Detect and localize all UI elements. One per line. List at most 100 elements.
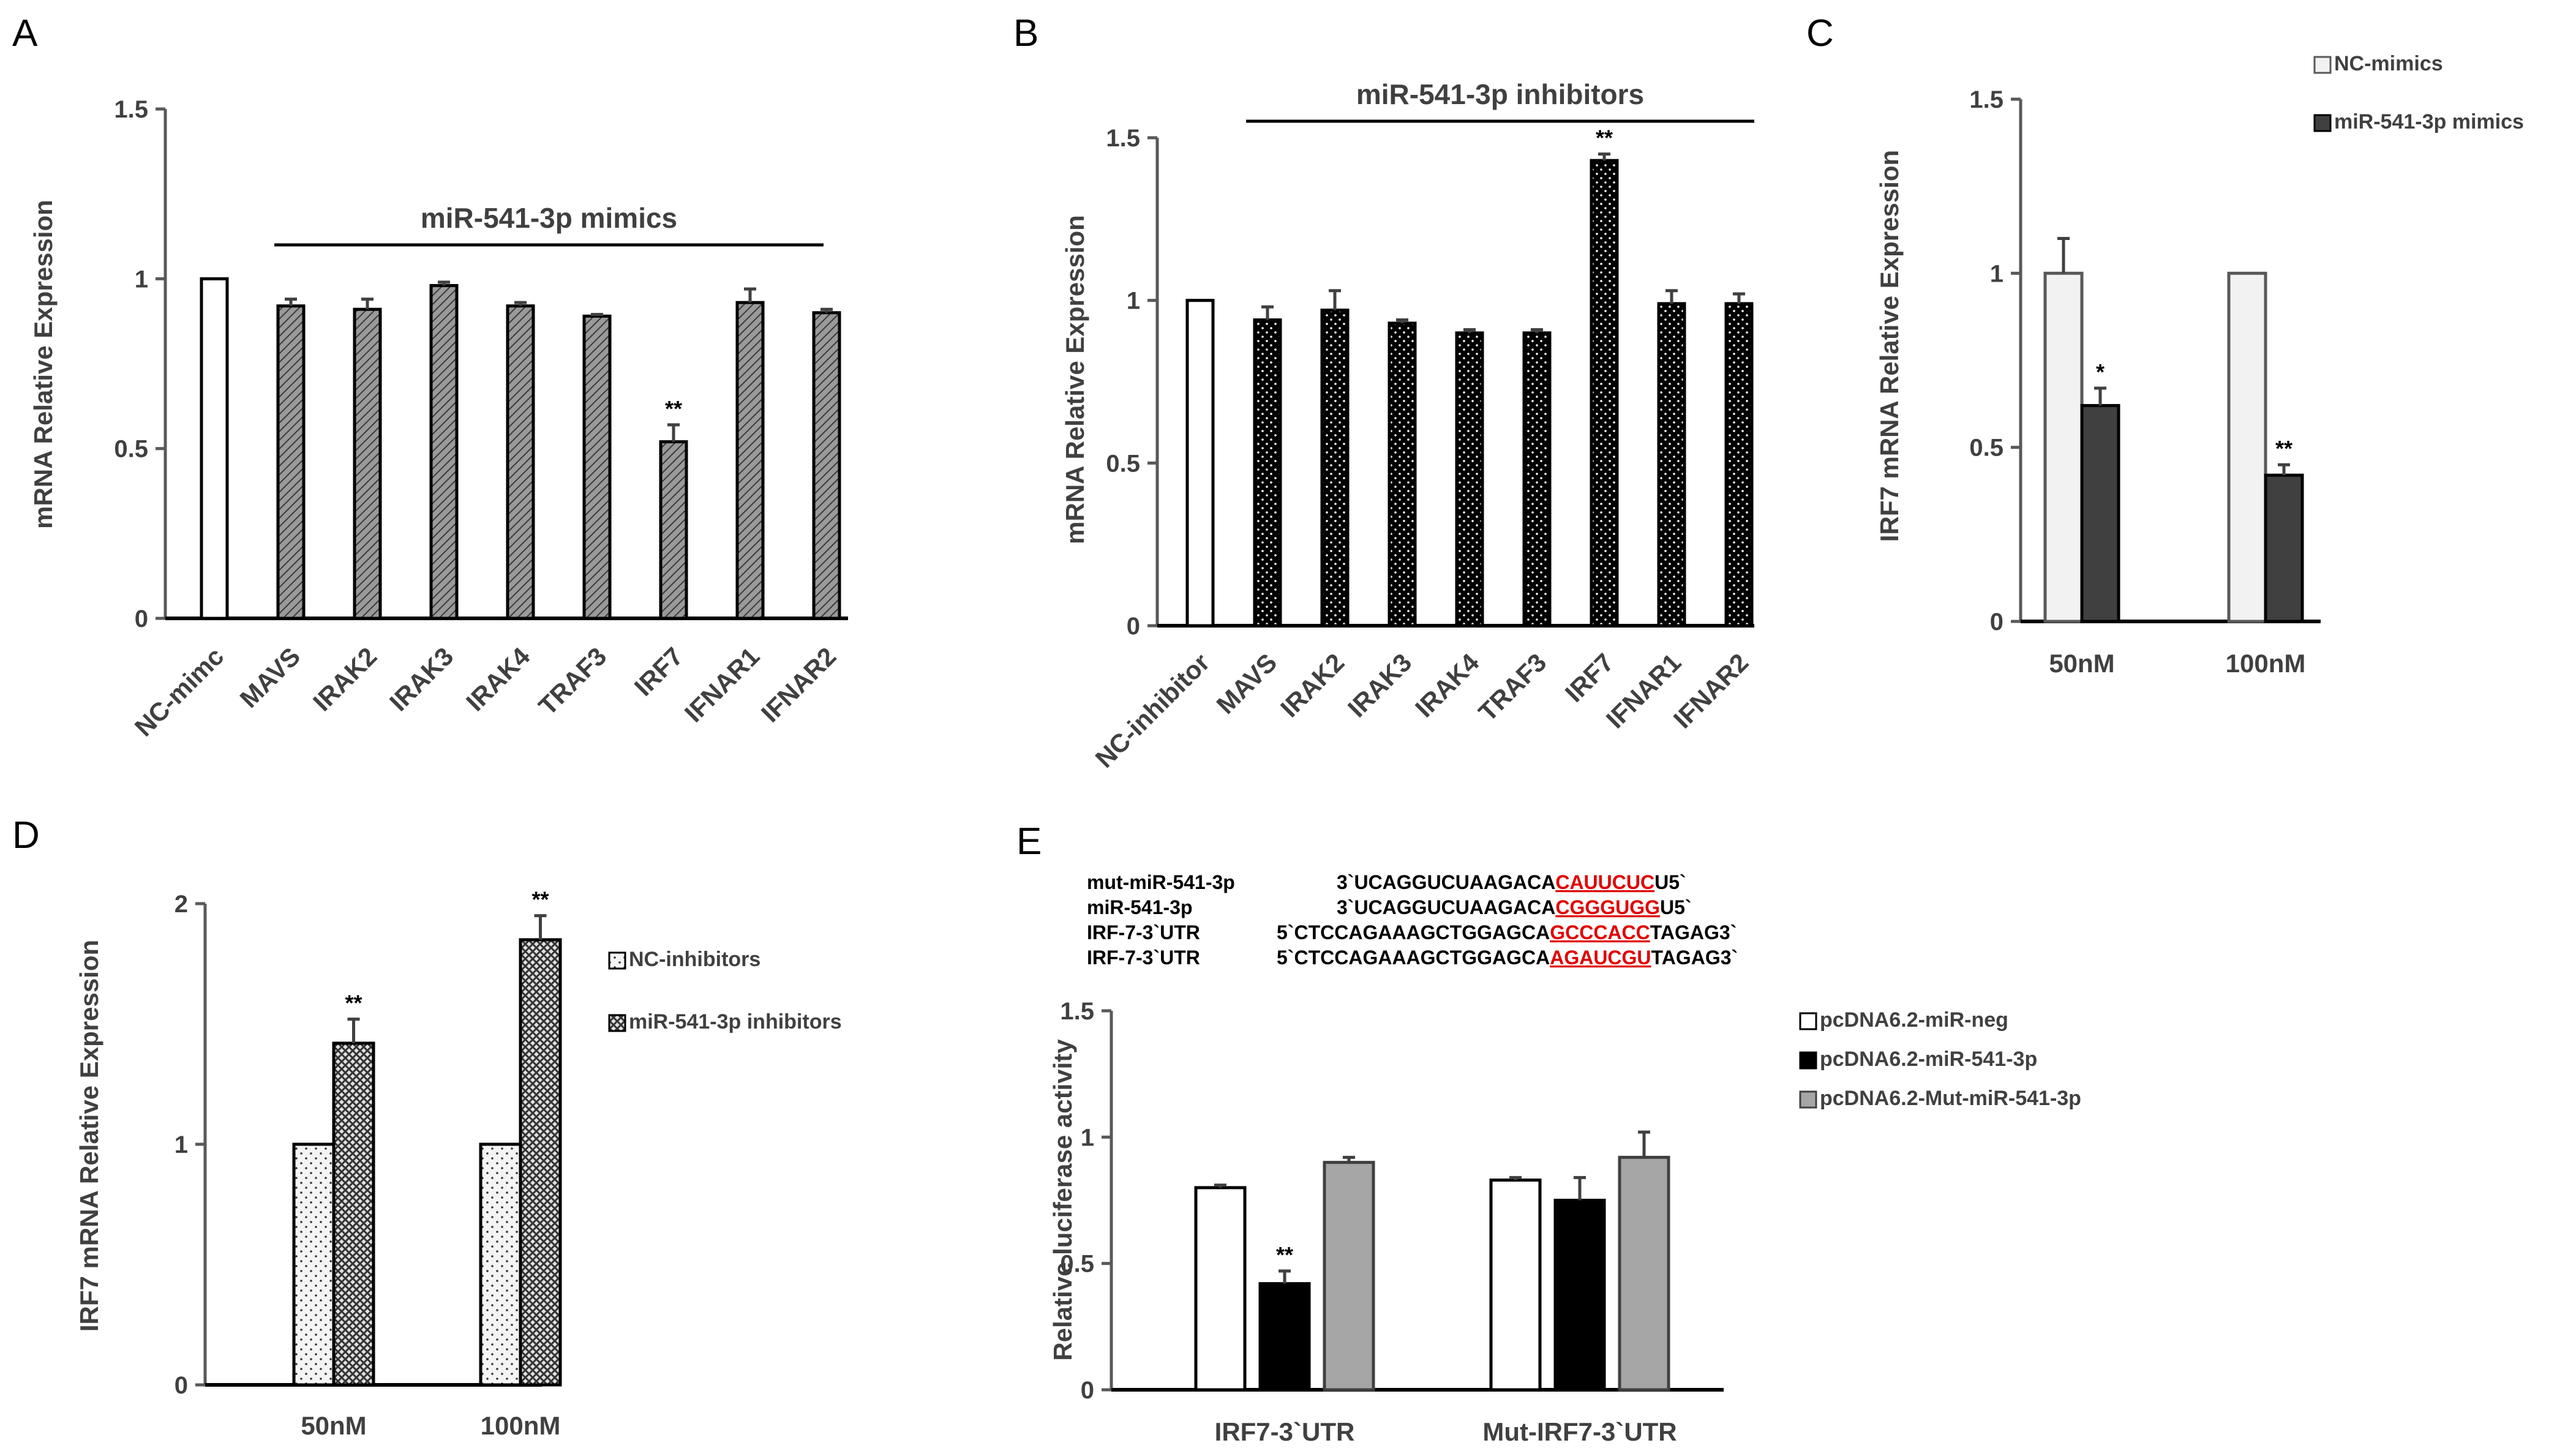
- sequence-name: mut-miR-541-3p: [1087, 871, 1235, 893]
- sequence-prefix: 3`UCAGGUCUAAGACA: [1337, 896, 1555, 918]
- sequence-name: miR-541-3p: [1087, 896, 1193, 918]
- significance-label: **: [2275, 436, 2292, 461]
- category-label: NC-inhibitor: [1090, 648, 1215, 773]
- legend-swatch: [1799, 1051, 1817, 1070]
- category-label: IRAK2: [1275, 648, 1350, 722]
- panel-c: 0 0.5 1 1.5 IRF7 mRNA Relative Expression * 50…: [1875, 52, 2524, 678]
- bar: [1618, 1155, 1670, 1392]
- category-label: IFNAR2: [1668, 648, 1754, 733]
- significance-label: **: [1276, 1242, 1293, 1267]
- sequence-highlight: GCCCACC: [1550, 921, 1650, 943]
- legend-label: NC-inhibitors: [629, 948, 760, 971]
- legend-swatch: [2313, 56, 2332, 74]
- category-label: MAVS: [235, 642, 306, 713]
- bar: [332, 1041, 375, 1387]
- y-tick-label: 1.5: [114, 96, 148, 123]
- significance-label: **: [345, 991, 362, 1016]
- y-tick-label: 0.5: [114, 436, 148, 463]
- category-label: 100nM: [2226, 649, 2306, 678]
- panel-label-b: B: [1013, 12, 1038, 54]
- panel-e: 0 0.5 1 1.5 Relative luciferase activity ** IR…: [1048, 998, 2081, 1446]
- bar: [735, 301, 765, 620]
- panel-label-c: C: [1806, 12, 1834, 54]
- y-tick-label: 1: [135, 266, 148, 293]
- bracket-label: miR-541-3p mimics: [421, 202, 677, 234]
- y-axis-label: Relative luciferase activity: [1048, 1039, 1077, 1361]
- bar: [200, 277, 229, 620]
- sequence-suffix: TAGAG3`: [1650, 921, 1737, 943]
- category-label: NC-mimc: [129, 642, 230, 742]
- y-tick-label: 1: [1081, 1124, 1094, 1151]
- category-label: MAVS: [1211, 648, 1283, 719]
- bar: [659, 440, 688, 620]
- bar: [1590, 159, 1619, 628]
- sequence-prefix: 5`CTCCAGAAAGCTGGAGCA: [1277, 947, 1550, 969]
- y-tick-label: 0: [1081, 1377, 1094, 1404]
- y-tick-label: 0: [1990, 609, 2003, 636]
- significance-label: *: [2096, 359, 2105, 384]
- category-label: IRAK3: [384, 642, 459, 716]
- bar: [1724, 302, 1754, 628]
- y-tick-label: 0.5: [1969, 435, 2003, 462]
- y-tick-label: 1: [1990, 260, 2003, 287]
- bar: [429, 283, 459, 620]
- category-label: IRF7: [629, 642, 689, 702]
- sequence: 3`UCAGGUCUAAGACACGGGUGGU5`: [1337, 896, 1692, 918]
- y-tick-label: 0: [175, 1372, 188, 1399]
- bar: [1553, 1199, 1606, 1392]
- sequence-suffix: TAGAG3`: [1651, 947, 1738, 969]
- sequence: 5`CTCCAGAAAGCTGGAGCAAGAUCGUTAGAG3`: [1277, 947, 1738, 969]
- panel-label-e: E: [1016, 820, 1042, 863]
- sequence-suffix: U5`: [1654, 871, 1686, 893]
- significance-label: **: [531, 887, 549, 912]
- bar: [353, 307, 382, 620]
- sequence: 5`CTCCAGAAAGCTGGAGCAGCCCACCTAGAG3`: [1277, 921, 1737, 943]
- bar: [812, 311, 841, 620]
- bar: [1657, 302, 1686, 628]
- legend-swatch: [1799, 1012, 1817, 1030]
- sequence-name: IRF-7-3`UTR: [1087, 921, 1200, 943]
- sequence-suffix: U5`: [1660, 896, 1692, 918]
- bar: [519, 938, 562, 1387]
- bar: [479, 1142, 522, 1387]
- bar: [1320, 309, 1350, 628]
- category-label: 50nM: [301, 1411, 366, 1440]
- bar: [2264, 473, 2304, 623]
- y-tick-label: 1: [1127, 288, 1140, 315]
- panel-a: 0 0.5 1 1.5 mRNA Relative Expression NC-mimc M…: [29, 96, 848, 742]
- bar: [1258, 1282, 1311, 1392]
- category-label: TRAF3: [1473, 648, 1552, 727]
- y-tick-label: 2: [175, 891, 188, 918]
- significance-label: **: [665, 396, 682, 421]
- category-label: IRAK4: [1410, 648, 1485, 723]
- bracket-label: miR-541-3p inhibitors: [1356, 78, 1644, 110]
- legend-label: miR-541-3p mimics: [2334, 110, 2524, 133]
- y-tick-label: 0.5: [1060, 1251, 1094, 1278]
- y-tick-label: 1.5: [1060, 998, 1094, 1025]
- category-label: IRF7: [1560, 648, 1620, 708]
- sequence: 3`UCAGGUCUAAGACACAUUCUCU5`: [1337, 871, 1686, 893]
- y-axis-label: IRF7 mRNA Relative Expression: [1875, 150, 1904, 542]
- bar: [292, 1142, 336, 1387]
- y-axis-label: IRF7 mRNA Relative Expression: [75, 940, 103, 1332]
- bar: [2043, 271, 2084, 623]
- category-label: IFNAR2: [756, 642, 841, 727]
- y-tick-label: 0: [1127, 613, 1140, 640]
- panel-label-d: D: [12, 814, 40, 857]
- bar: [1522, 331, 1552, 628]
- sequence-highlight: CGGGUGG: [1555, 896, 1660, 918]
- legend-swatch: [2313, 114, 2332, 132]
- panel-d: 0 1 2 IRF7 mRNA Relative Expression ** 50nM **…: [75, 887, 842, 1440]
- category-label: TRAF3: [533, 642, 612, 721]
- category-label: 50nM: [2049, 649, 2114, 678]
- y-tick-label: 1.5: [1969, 86, 2003, 113]
- y-tick-label: 0: [135, 606, 148, 632]
- category-label: IRAK2: [307, 642, 382, 716]
- sequence-name: IRF-7-3`UTR: [1087, 947, 1200, 969]
- category-label: Mut-IRF7-3`UTR: [1482, 1417, 1677, 1446]
- sequence-prefix: 3`UCAGGUCUAAGACA: [1337, 871, 1555, 893]
- sequence-highlight: CAUUCUC: [1555, 871, 1654, 893]
- significance-label: **: [1596, 126, 1613, 151]
- legend-label: pcDNA6.2-miR-neg: [1820, 1008, 2008, 1032]
- category-label: IRAK3: [1342, 648, 1417, 722]
